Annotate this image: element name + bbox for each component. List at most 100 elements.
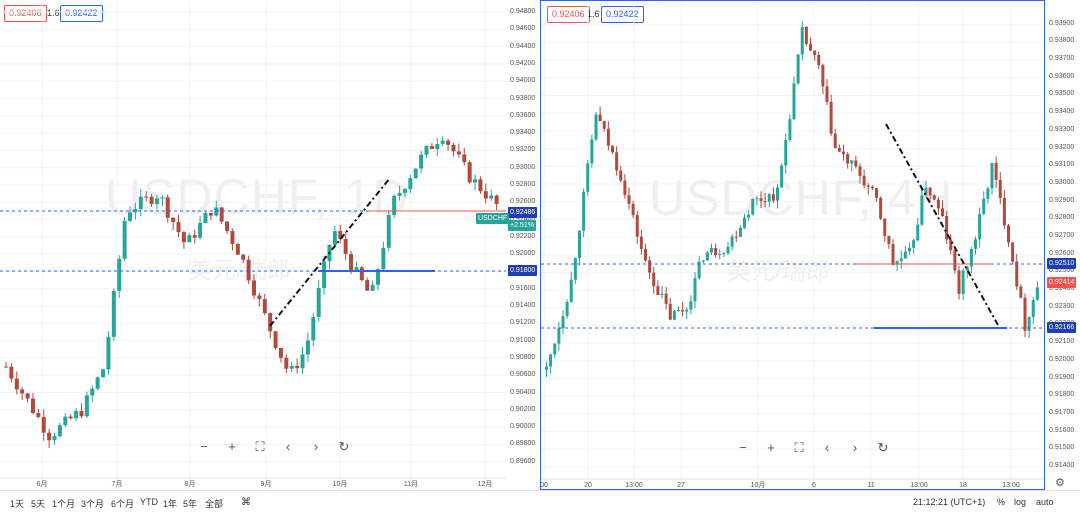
clock[interactable]: 21:12:21 (UTC+1) (913, 497, 986, 507)
candle-body (755, 198, 759, 200)
candle-body (68, 416, 73, 419)
timeframe-5y[interactable]: 5年 (183, 499, 198, 509)
candle-body (714, 248, 718, 256)
candle-body (332, 231, 337, 245)
candle-body (483, 191, 488, 199)
timeframe-6m[interactable]: 6个月 (111, 499, 135, 509)
y-tick-label: 0.93000 (510, 163, 536, 171)
candlestick-chart-daily[interactable]: 6月 7月 8月 9月 10月 11月 12月 (0, 0, 506, 490)
chart-nav-controls: − + ⛶ ‹ › ↻ (195, 438, 353, 456)
candle-body (305, 340, 310, 355)
candle-body (1007, 225, 1010, 243)
y-tick-label: 0.92300 (1049, 302, 1075, 310)
candle-body (953, 250, 957, 271)
zoom-in-icon[interactable]: + (228, 439, 236, 454)
candle-body (257, 295, 262, 300)
candle-body (230, 231, 235, 245)
bid-price-box[interactable]: 0.92406 (4, 5, 47, 22)
timeframe-3m[interactable]: 3个月 (81, 499, 105, 509)
chart-pane-daily[interactable]: 0.92406 1.6 0.92422 USDCHF, 1D 美元/瑞郎 6月 7… (0, 0, 506, 490)
percent-toggle[interactable]: % (997, 497, 1006, 507)
price-axis-4h[interactable]: 0.93900 0.93800 0.93700 0.93600 0.93500 0.934… (1045, 0, 1080, 490)
zoom-in-icon[interactable]: + (767, 440, 775, 455)
x-tick-label: 6 (812, 482, 816, 489)
candle-body (903, 251, 907, 259)
y-tick-label: 0.93500 (1049, 90, 1075, 98)
candle-body (128, 212, 132, 221)
candle-body (402, 189, 407, 193)
candle-body (235, 244, 240, 255)
y-tick-label: 0.92100 (1049, 338, 1075, 346)
candle-body (590, 139, 594, 164)
trendline (269, 177, 391, 327)
x-tick-label: 11月 (404, 480, 418, 488)
candle-body (192, 235, 197, 238)
candle-body (751, 198, 755, 215)
y-tick-label: 0.91900 (1049, 373, 1075, 381)
candle-body (14, 378, 19, 390)
scroll-left-icon[interactable]: ‹ (824, 440, 830, 455)
candle-body (63, 416, 68, 426)
candle-body (376, 269, 380, 285)
candle-body (408, 178, 413, 190)
ask-price-box[interactable]: 0.92422 (60, 5, 103, 22)
candle-body (986, 188, 990, 199)
candle-body (41, 417, 46, 433)
auto-toggle[interactable]: auto (1036, 497, 1054, 507)
fit-icon[interactable]: ⛶ (794, 440, 804, 455)
candle-body (74, 410, 79, 419)
candlestick-chart-4h[interactable]: 00 20 13:00 27 10月 6 11 13:00 18 13:00 (541, 1, 1045, 490)
bid-price-box[interactable]: 0.92406 (547, 6, 590, 23)
zoom-out-icon[interactable]: − (739, 440, 747, 455)
x-tick-label: 6月 (37, 480, 48, 488)
candle-body (52, 436, 57, 441)
reset-icon[interactable]: ↻ (877, 440, 889, 455)
candle-body (30, 398, 35, 413)
y-tick-label: 0.91500 (1049, 444, 1075, 452)
candle-body (875, 188, 878, 198)
y-tick-label: 0.91400 (1049, 462, 1075, 469)
candle-body (891, 244, 895, 265)
x-tick-label: 13:00 (625, 482, 643, 489)
candle-body (79, 410, 84, 417)
candle-body (879, 197, 883, 219)
scroll-left-icon[interactable]: ‹ (285, 439, 291, 454)
candle-body (419, 154, 424, 169)
candle-body (354, 267, 359, 271)
x-tick-label: 12月 (478, 480, 493, 488)
candle-body (602, 121, 606, 129)
timeframe-1d[interactable]: 1天 (10, 499, 25, 509)
candle-body (322, 261, 327, 288)
y-tick-label: 0.91600 (1049, 426, 1075, 434)
fit-icon[interactable]: ⛶ (255, 439, 265, 454)
candle-body (701, 260, 705, 262)
candle-body (545, 366, 548, 370)
y-tick-label: 0.93600 (510, 111, 536, 119)
gear-icon[interactable]: ⚙ (1055, 477, 1065, 489)
zoom-out-icon[interactable]: − (200, 439, 208, 454)
reset-icon[interactable]: ↻ (338, 439, 350, 454)
scroll-right-icon[interactable]: › (852, 440, 858, 455)
calendar-icon[interactable]: ⌘ (241, 497, 251, 508)
price-axis-daily[interactable]: 0.94800 0.94600 0.94400 0.94200 0.94000 0.938… (506, 0, 540, 490)
candle-body (974, 239, 977, 249)
scroll-right-icon[interactable]: › (313, 439, 319, 454)
chart-pane-4h[interactable]: 0.92406 1.6 0.92422 USDCHF, 4H 美元/瑞郎 002… (540, 0, 1045, 490)
x-tick-label: 00 (541, 482, 548, 489)
candle-body (821, 65, 825, 87)
timeframe-1m[interactable]: 1个月 (52, 499, 76, 509)
log-toggle[interactable]: log (1014, 497, 1027, 507)
timeframe-ytd[interactable]: YTD (140, 497, 158, 507)
candle-body (557, 328, 561, 344)
y-tick-label: 0.89600 (510, 457, 536, 465)
candle-body (792, 83, 796, 120)
timeframe-1y[interactable]: 1年 (163, 499, 178, 509)
timeframe-5d[interactable]: 5天 (31, 499, 46, 509)
timeframe-all[interactable]: 全部 (205, 499, 224, 509)
ask-price-box[interactable]: 0.92422 (601, 6, 644, 23)
candle-body (957, 270, 961, 294)
y-tick-label: 0.90600 (510, 371, 536, 379)
candle-body (1027, 317, 1031, 331)
price-tag-current: 0.92486 (508, 207, 538, 218)
candle-body (582, 191, 586, 231)
